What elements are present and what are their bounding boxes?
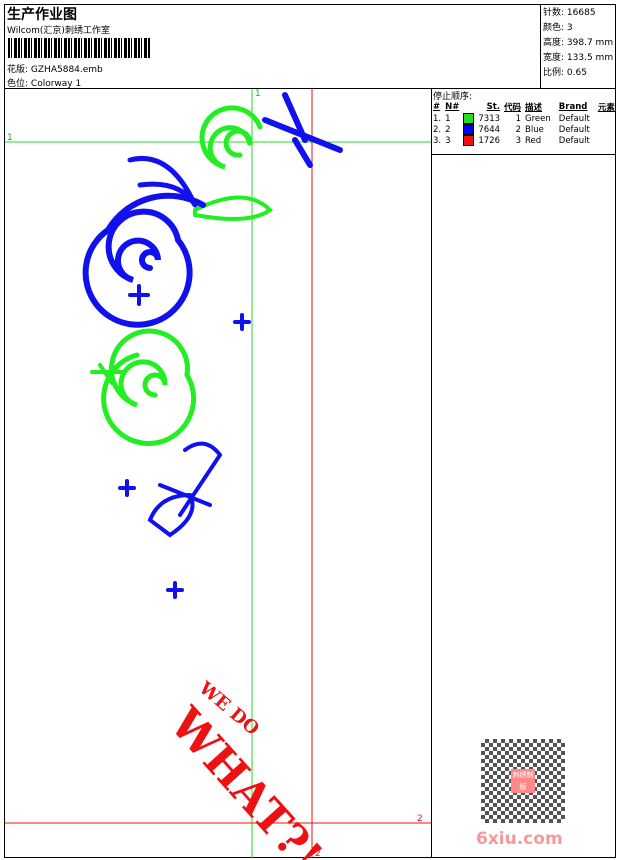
stat-stitches: 针数: 16685: [543, 8, 596, 18]
header-panel: [4, 4, 540, 89]
design-file: GZHA5884.emb: [30, 65, 103, 75]
colorway-value: Colorway 1: [30, 79, 82, 89]
stop-sequence-row: 3. 3 1726 3 Red Default: [433, 135, 590, 146]
svg-text:1: 1: [255, 89, 261, 99]
svg-text:2: 2: [417, 814, 423, 824]
stat-width: 宽度: 133.5 mm: [543, 53, 614, 63]
page-title: 生产作业图: [7, 7, 77, 23]
color-swatch: [463, 135, 475, 146]
color-swatch: [463, 124, 475, 135]
stop-sequence-row: 1. 1 7313 1 Green Default: [433, 113, 590, 124]
stat-colors: 颜色: 3: [543, 23, 573, 33]
stop-sequence-panel: [431, 88, 616, 155]
blue-elements: [82, 92, 343, 599]
color-swatch: [463, 113, 475, 124]
watermark-site: 6xiu.com: [476, 829, 563, 849]
stop-sequence-table: # N# St. 代码 描述 Brand 元素 1. 1 7313 1 Green Default 2.…: [433, 102, 615, 146]
design-label: 花版:: [7, 65, 29, 75]
seal-stamp: 刺绣制版: [511, 769, 535, 793]
green-elements: [90, 105, 274, 446]
colorway-label: 色位:: [7, 79, 29, 89]
qr-code: 刺绣制版: [481, 739, 565, 823]
red-text-elements: WE DO WHAT?!: [159, 677, 332, 860]
company-name: Wilcom(汇京)刺绣工作室: [7, 26, 110, 36]
stats-list: 针数: 16685 颜色: 3 高度: 398.7 mm 宽度: 133.5 m…: [543, 6, 613, 81]
svg-text:2: 2: [315, 849, 321, 859]
stop-sequence-title: 停止顺序:: [433, 92, 473, 102]
stat-scale: 比例: 0.65: [543, 68, 587, 78]
svg-text:1: 1: [7, 133, 13, 143]
stop-sequence-row: 2. 2 7644 2 Blue Default: [433, 124, 590, 135]
stat-height: 高度: 398.7 mm: [543, 38, 614, 48]
barcode: [8, 38, 151, 58]
